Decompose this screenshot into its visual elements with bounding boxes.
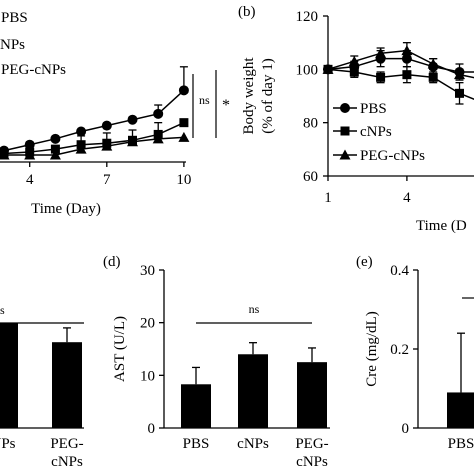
b-y-axis-label-2: (% of day 1) (260, 58, 276, 133)
c-annot: s (0, 303, 5, 317)
b-point-PEG-cNPs (454, 69, 465, 80)
d-annot-ns: ns (249, 302, 260, 316)
a-legend-entry: PEG-cNPs (1, 62, 66, 78)
b-legend-entry: PEG-cNPs (360, 148, 425, 164)
b-point-PEG-cNPs (375, 47, 387, 58)
b-point-PEG-cNPs (427, 58, 439, 69)
a-point-cNPs (179, 118, 189, 128)
c-x-tick-label: NPs (0, 436, 16, 452)
b-legend-entry: cNPs (360, 124, 392, 140)
d-x-tick-label: PBS (183, 436, 210, 452)
a-point-PEG-cNPs (178, 131, 190, 142)
d-y-tick-label: 10 (140, 368, 155, 384)
panel-d-ast: (d) 0 10 20 30 AST (U/L) PBS cNPs PEG-cNPs ns (103, 254, 330, 470)
d-bar-cNPs (238, 354, 268, 428)
b-point-cNPs (376, 72, 386, 82)
d-x-tick-label: cNPs (296, 454, 328, 470)
d-panel-label: (d) (103, 254, 121, 270)
a-point-PBS (50, 133, 61, 144)
c-x-tick-label: PEG- (50, 436, 83, 452)
a-x-tick-label: 4 (26, 172, 34, 188)
a-x-axis-label: Time (Day) (31, 201, 101, 217)
b-point-cNPs (349, 67, 359, 77)
panel-a-tumor-growth: 4 7 10 Time (Day) PBS NPs PEG-cNPs ns * (0, 10, 230, 217)
e-x-tick-label: PBS (448, 436, 474, 452)
a-x-tick-label: 10 (176, 172, 191, 188)
a-series-line-PEG-cNPs (4, 136, 184, 156)
b-point-PEG-cNPs (348, 55, 360, 66)
b-legend-marker (340, 126, 350, 136)
a-point-PBS (127, 114, 138, 125)
b-point-cNPs (402, 70, 412, 80)
c-bar-0 (0, 323, 18, 428)
a-point-PBS (153, 108, 164, 119)
a-annot-ns: ns (199, 93, 210, 107)
d-bar-PEG-cNPs (297, 362, 327, 428)
a-point-PEG-cNPs (152, 133, 164, 144)
a-point-PEG-cNPs (49, 149, 61, 160)
e-y-axis-label: Cre (mg/dL) (364, 311, 380, 386)
a-annot-star: * (222, 97, 230, 114)
b-point-cNPs (428, 72, 438, 82)
b-y-axis-label: Body weight (241, 57, 257, 135)
a-point-cNPs (50, 144, 60, 154)
panel-c-bar-chart: NPs PEG-cNPs s (0, 303, 84, 470)
d-y-tick-label: 30 (140, 263, 155, 279)
a-legend-entry: PBS (1, 10, 28, 26)
panel-e-cre: (e) 0 0.2 0.4 Cre (mg/dL) PBS (356, 254, 474, 452)
d-y-axis-label: AST (U/L) (112, 316, 128, 382)
a-point-PEG-cNPs (24, 149, 36, 160)
panel-b-body-weight: (b) 60 80 100 120 1 4 Time (D Body weight (% of d… (238, 4, 474, 234)
a-point-PEG-cNPs (101, 140, 113, 151)
b-y-tick-label: 120 (296, 9, 319, 25)
b-panel-label: (b) (238, 4, 256, 20)
e-bar-PBS (447, 392, 474, 428)
e-y-tick-label: 0 (402, 421, 410, 437)
a-legend-entry: NPs (0, 37, 25, 53)
b-x-axis-label: Time (D (416, 218, 467, 234)
a-point-PEG-cNPs (75, 143, 87, 154)
d-x-tick-label: cNPs (237, 436, 269, 452)
a-point-PBS (76, 126, 87, 137)
b-legend-marker (340, 103, 350, 113)
d-x-tick-label: PEG- (295, 436, 328, 452)
a-point-PEG-cNPs (0, 149, 10, 160)
b-point-cNPs (455, 88, 464, 98)
b-y-tick-label: 60 (303, 169, 318, 185)
b-legend-marker (339, 149, 351, 160)
a-point-PBS (178, 85, 189, 96)
a-point-PBS (24, 139, 35, 150)
b-point-PEG-cNPs (401, 45, 413, 56)
a-point-PEG-cNPs (127, 136, 138, 147)
e-y-tick-label: 0.4 (390, 263, 409, 279)
e-panel-label: (e) (356, 254, 373, 270)
b-x-tick-label: 4 (403, 190, 411, 206)
b-y-tick-label: 100 (296, 62, 319, 78)
d-bar-PBS (181, 384, 211, 428)
a-x-tick-label: 7 (103, 172, 111, 188)
a-point-PBS (101, 120, 112, 131)
d-y-tick-label: 0 (148, 421, 156, 437)
b-legend-entry: PBS (360, 101, 387, 117)
b-point-PEG-cNPs (322, 63, 334, 74)
c-bar-1 (52, 342, 82, 428)
e-y-tick-label: 0.2 (390, 342, 409, 358)
b-y-tick-label: 80 (303, 116, 318, 132)
d-y-tick-label: 20 (140, 316, 155, 332)
b-x-tick-label: 1 (324, 190, 332, 206)
c-x-tick-label: cNPs (51, 454, 83, 470)
